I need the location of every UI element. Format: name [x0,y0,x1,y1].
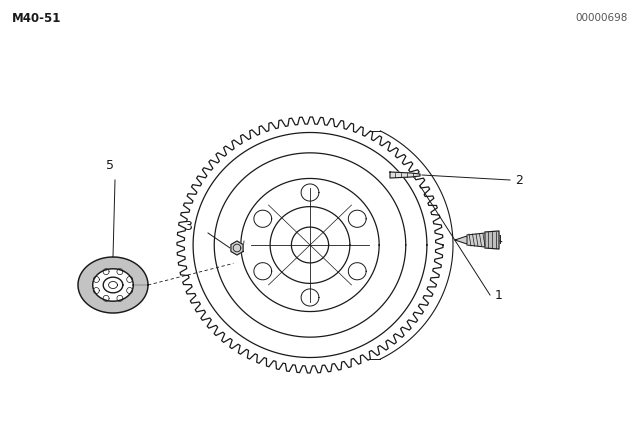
Polygon shape [485,231,499,249]
Polygon shape [390,172,420,178]
Text: 4: 4 [494,233,502,246]
Text: 00000698: 00000698 [575,13,628,23]
Polygon shape [231,241,243,255]
Text: 2: 2 [515,173,523,186]
Text: 1: 1 [495,289,503,302]
Text: 3: 3 [184,220,192,233]
Polygon shape [467,233,485,247]
Text: M40-51: M40-51 [12,12,61,25]
Polygon shape [78,257,148,313]
Polygon shape [455,236,467,244]
Text: 5: 5 [106,159,114,172]
